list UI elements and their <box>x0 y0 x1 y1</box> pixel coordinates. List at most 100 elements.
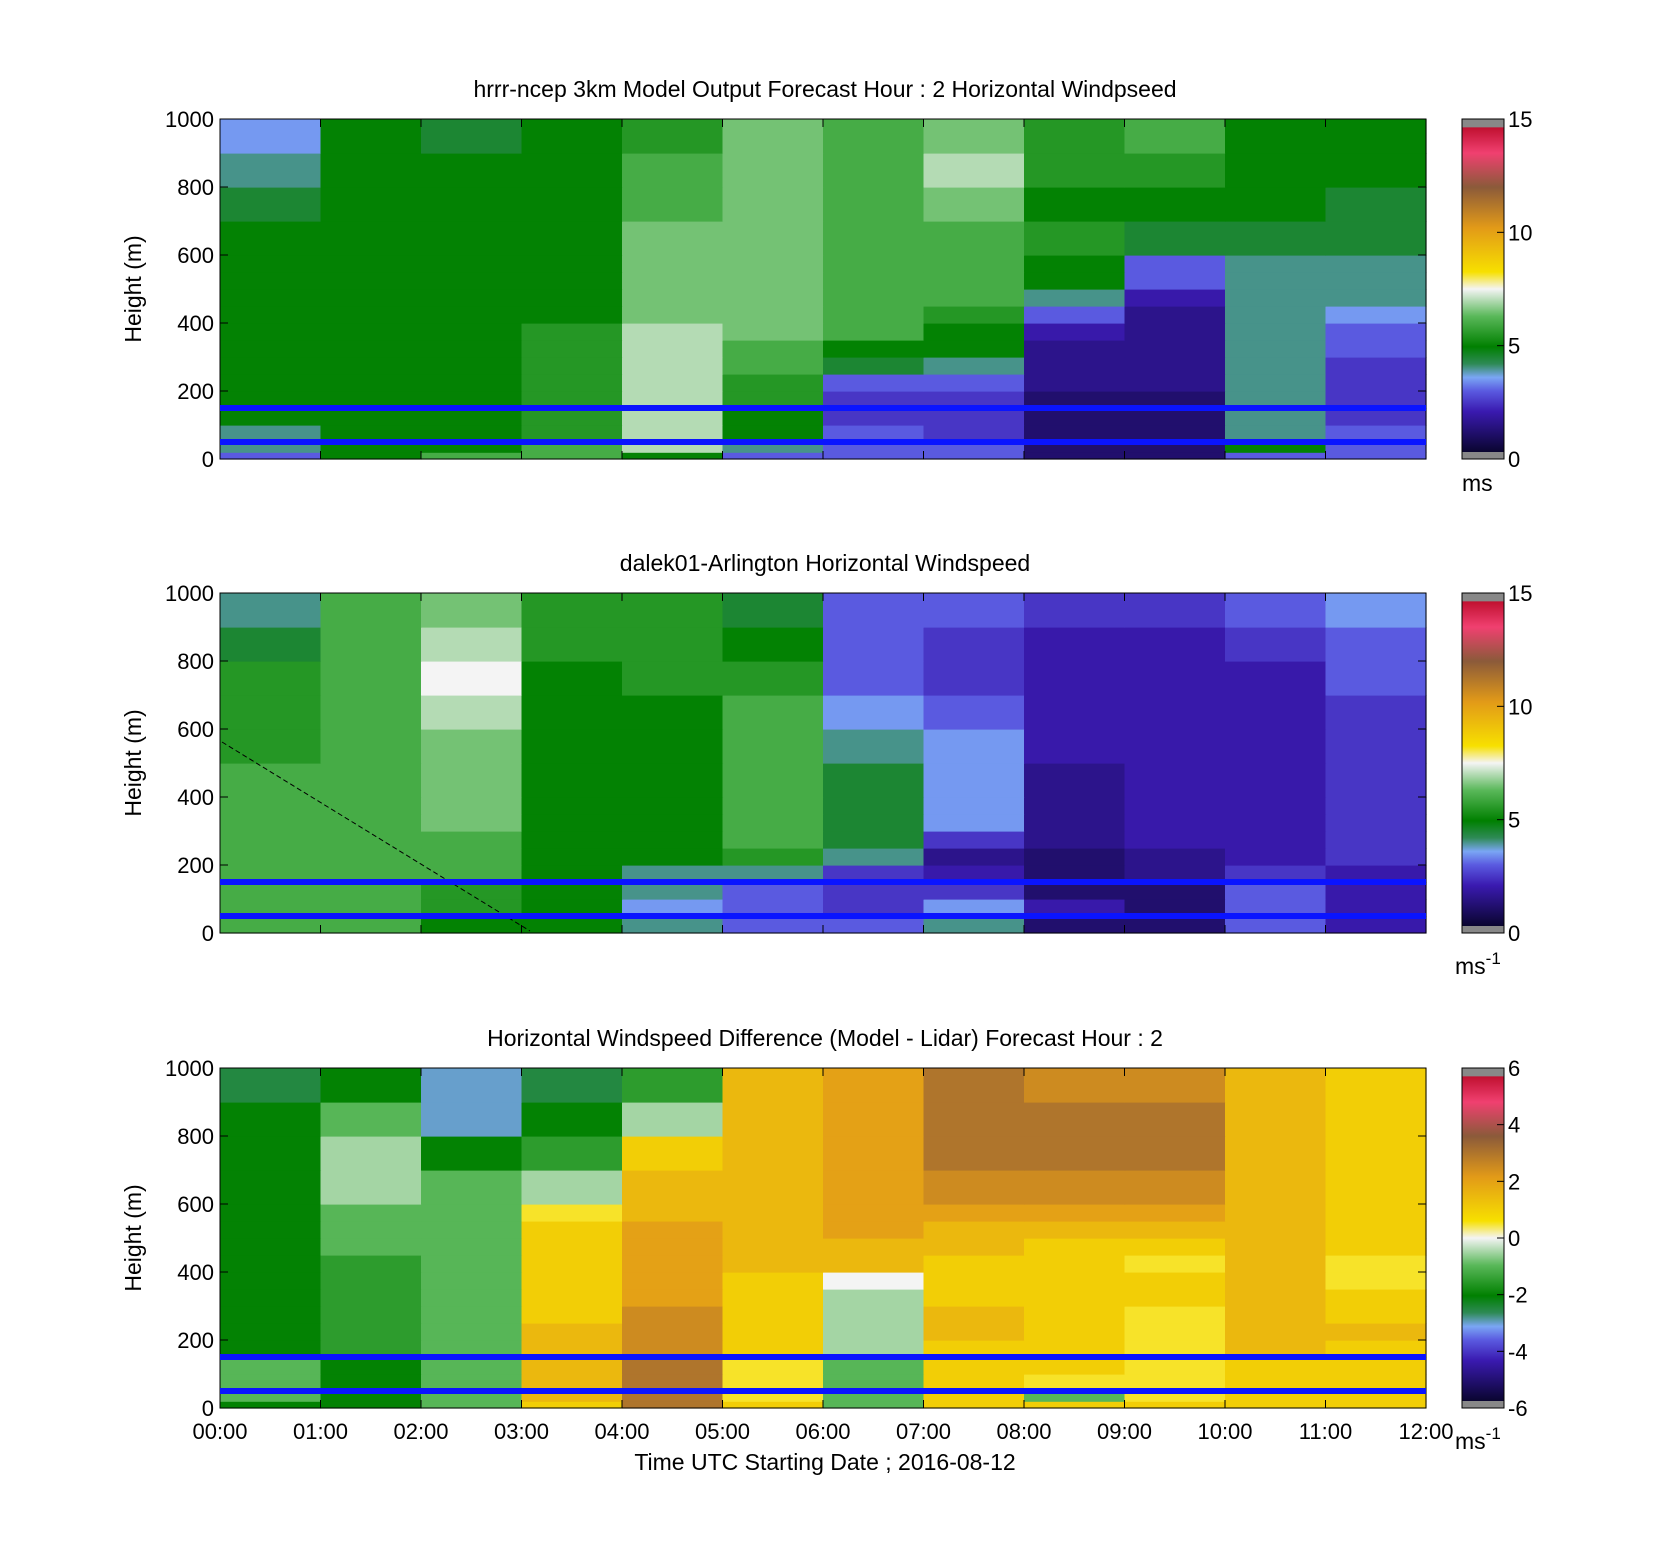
panel-model-cell <box>421 425 523 440</box>
panel-difference-cell <box>320 1340 422 1358</box>
panel-model-cell <box>1024 119 1126 154</box>
panel-difference-reference-lines <box>220 1354 1426 1394</box>
panel-lidar-cell <box>923 729 1025 764</box>
panel-lidar-cell <box>823 729 925 764</box>
panel-lidar-cell <box>1124 814 1226 832</box>
panel-lidar-cell <box>823 848 925 866</box>
panel-difference-cell <box>220 1221 322 1239</box>
panel-lidar-cell <box>823 797 925 815</box>
panel-lidar-cell <box>823 831 925 849</box>
panel-difference-cell <box>320 1357 422 1375</box>
panel-model-y-tick-label: 800 <box>177 175 214 200</box>
panel-lidar-colorbar-tick-label: 10 <box>1508 694 1532 719</box>
panel-difference-cell <box>421 1357 523 1375</box>
panel-difference-cell <box>521 1289 623 1307</box>
panel-model-cell <box>923 323 1025 341</box>
panel-lidar-cell <box>823 695 925 730</box>
panel-model-cell <box>1325 306 1427 324</box>
panel-lidar-cell <box>1024 797 1126 815</box>
panel-difference-cell <box>1024 1238 1126 1256</box>
panel-lidar-cell <box>1124 848 1226 866</box>
panel-difference-cell <box>823 1394 925 1402</box>
panel-model-cell <box>1124 391 1226 409</box>
panel-lidar-cell <box>220 831 322 849</box>
panel-model-cell <box>421 452 523 460</box>
panel-lidar-heatmap <box>220 593 1427 934</box>
panel-lidar-cell <box>622 593 724 628</box>
panel-difference-cell <box>1024 1340 1126 1358</box>
panel-lidar-cell <box>421 814 523 832</box>
panel-difference-cell <box>1024 1401 1126 1409</box>
panel-difference-cell <box>1325 1102 1427 1137</box>
panel-lidar-cell <box>622 831 724 849</box>
panel-model-cell <box>923 187 1025 222</box>
panel-model-cell <box>823 221 925 256</box>
panel-model-cell <box>521 187 623 222</box>
panel-model-cell <box>320 323 422 341</box>
panel-lidar-cell <box>622 899 724 917</box>
panel-difference-cell <box>1124 1068 1226 1103</box>
panel-difference-cell <box>823 1136 925 1171</box>
panel-difference-cell <box>1325 1068 1427 1103</box>
panel-model-cell <box>722 153 824 188</box>
panel-difference-cell <box>1024 1136 1126 1171</box>
panel-difference-cell <box>1124 1289 1226 1307</box>
panel-difference-unit-exponent: -1 <box>1486 1424 1501 1443</box>
panel-model-cell <box>722 323 824 341</box>
panel-difference-cell <box>923 1374 1025 1389</box>
panel-model-cell <box>1124 357 1226 375</box>
panel-lidar-cell <box>722 831 824 849</box>
panel-lidar-cell <box>320 882 422 900</box>
panel-model-cell <box>823 255 925 273</box>
panel-difference-cell <box>722 1272 824 1290</box>
panel-lidar-cell <box>923 899 1025 917</box>
panel-difference-cell <box>421 1170 523 1205</box>
panel-model-cell <box>421 408 523 426</box>
panel-lidar-cell <box>1225 797 1327 815</box>
panel-model-cell <box>722 425 824 440</box>
panel-lidar-cell <box>923 661 1025 696</box>
panel-lidar-cell <box>1024 729 1126 764</box>
panel-difference-cell <box>1325 1272 1427 1290</box>
panel-model-cell <box>823 306 925 324</box>
panel-difference-x-tick-label: 10:00 <box>1197 1419 1252 1444</box>
panel-difference-cell <box>722 1306 824 1324</box>
panel-model-cell <box>421 119 523 154</box>
panel-model-colorbar-tick-label: 5 <box>1508 334 1520 359</box>
panel-model-cell <box>220 340 322 358</box>
panel-difference-cell <box>521 1221 623 1239</box>
panel-lidar-cell <box>923 865 1025 883</box>
panel-model-cell <box>622 221 724 256</box>
panel-difference-cell <box>521 1102 623 1137</box>
panel-difference-cell <box>823 1170 925 1205</box>
panel-model-cell <box>1325 153 1427 188</box>
panel-model-cell <box>1024 374 1126 392</box>
panel-model-cell <box>722 340 824 358</box>
panel-lidar-cell <box>1325 695 1427 730</box>
panel-lidar-cell <box>1024 593 1126 628</box>
panel-lidar-cell <box>1325 593 1427 628</box>
panel-lidar-cell <box>521 695 623 730</box>
panel-lidar-unit-exponent: -1 <box>1486 949 1501 968</box>
panel-difference-cell <box>220 1394 322 1402</box>
panel-model-y-axis-label: Height (m) <box>120 235 146 342</box>
panel-difference-cell <box>1325 1170 1427 1205</box>
panel-lidar-cell <box>722 916 824 934</box>
panel-difference-cell <box>1024 1068 1126 1103</box>
panel-model-cell <box>823 153 925 188</box>
panel-lidar-cell <box>1325 831 1427 849</box>
panel-lidar-colorbar-ticks: 0 5 10 15 <box>1497 581 1532 946</box>
panel-model-cell <box>1024 408 1126 426</box>
panel-model-cell <box>823 425 925 440</box>
panel-model-cell <box>521 374 623 392</box>
panel-difference-cell <box>320 1136 422 1171</box>
panel-difference-cell <box>320 1068 422 1103</box>
panel-model-cell <box>823 340 925 358</box>
panel-model-y-tick-label: 200 <box>177 379 214 404</box>
panel-lidar-cell <box>1124 593 1226 628</box>
panel-difference-cell <box>421 1340 523 1358</box>
panel-model-cell <box>1325 391 1427 409</box>
panel-model-cell <box>1325 452 1427 460</box>
panel-difference-cell <box>1325 1394 1427 1402</box>
panel-lidar-cell <box>923 848 1025 866</box>
